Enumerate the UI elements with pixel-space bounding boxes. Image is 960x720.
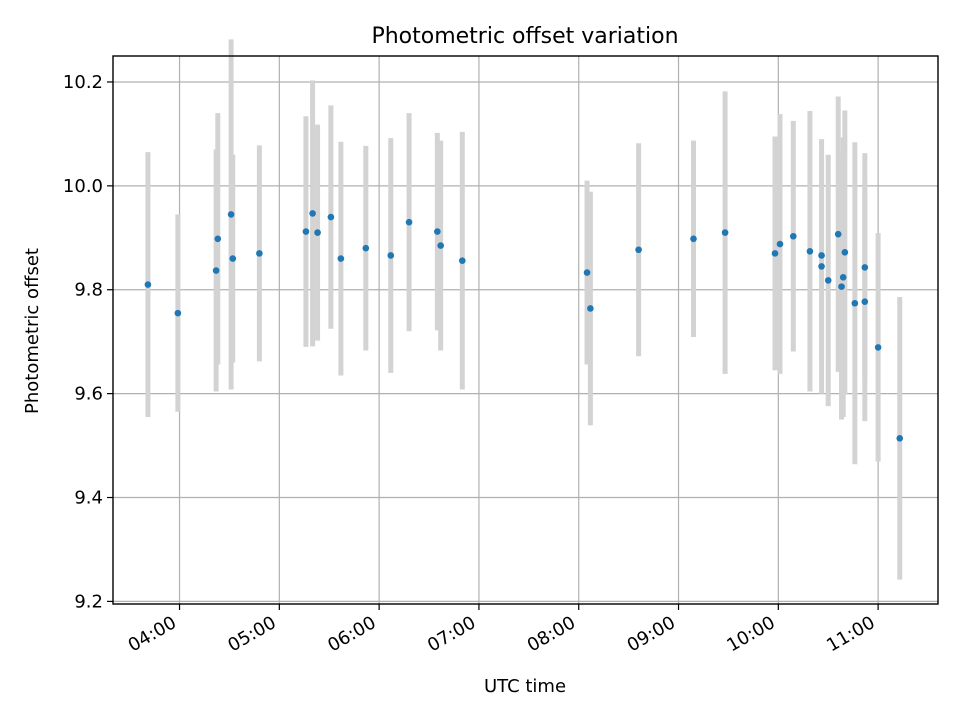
y-tick-label: 10.0 xyxy=(63,176,103,197)
chart-title: Photometric offset variation xyxy=(371,24,678,49)
data-point xyxy=(144,281,152,288)
data-point xyxy=(851,299,859,307)
plot-frame xyxy=(112,55,939,605)
data-point xyxy=(434,228,441,235)
data-point xyxy=(212,267,220,274)
data-point xyxy=(387,252,395,259)
data-point xyxy=(635,246,642,254)
data-point xyxy=(174,309,182,317)
data-point xyxy=(302,228,310,235)
data-point xyxy=(838,283,845,290)
data-point xyxy=(362,244,370,252)
y-tick-label: 9.8 xyxy=(74,280,103,301)
data-point xyxy=(690,235,697,243)
data-point xyxy=(776,240,784,248)
data-point xyxy=(834,230,842,238)
data-point xyxy=(227,211,235,218)
data-point xyxy=(839,273,847,281)
data-point xyxy=(309,210,316,217)
data-point xyxy=(214,235,222,243)
data-points xyxy=(144,210,904,442)
data-point xyxy=(587,305,594,312)
data-point xyxy=(824,277,832,284)
y-axis: 9.2 9.4 9.6 9.8 10.0 10.2 xyxy=(63,72,113,612)
y-axis-title: Photometric offset xyxy=(22,248,43,414)
data-point xyxy=(806,248,814,255)
data-point xyxy=(314,229,321,236)
y-tick-label: 9.2 xyxy=(74,591,103,612)
y-tick-label: 10.2 xyxy=(63,72,103,93)
y-tick-label: 9.4 xyxy=(74,488,103,509)
data-point xyxy=(405,218,413,226)
x-axis-title: UTC time xyxy=(484,676,566,697)
data-point xyxy=(818,252,825,259)
data-point xyxy=(583,269,591,276)
data-point xyxy=(874,344,882,351)
data-point xyxy=(818,263,825,270)
data-point xyxy=(896,435,904,442)
data-point xyxy=(337,255,345,262)
y-tick-label: 9.6 xyxy=(74,384,103,405)
data-point xyxy=(841,249,849,256)
data-point xyxy=(721,229,729,236)
data-point xyxy=(327,213,335,221)
data-point xyxy=(229,255,237,262)
data-point xyxy=(437,242,444,249)
data-point xyxy=(256,250,263,257)
data-point xyxy=(771,250,779,257)
data-point xyxy=(861,264,869,271)
data-point xyxy=(458,257,466,264)
data-point xyxy=(861,298,869,305)
data-point xyxy=(789,232,797,240)
